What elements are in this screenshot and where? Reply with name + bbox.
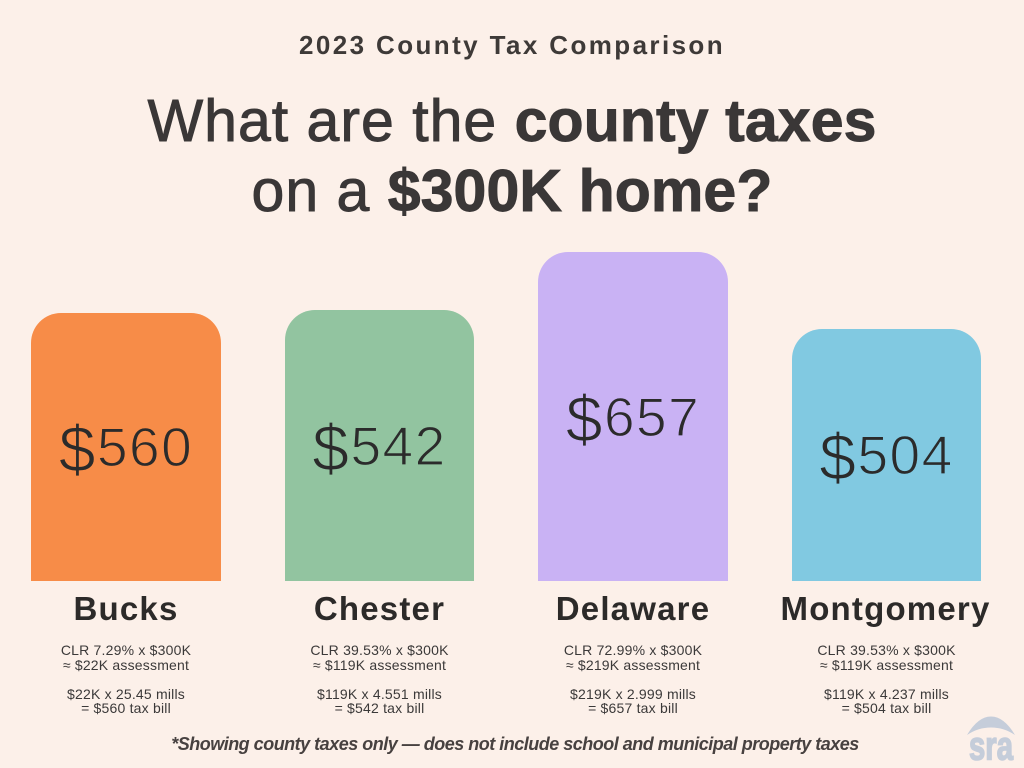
svg-text:sra: sra [969,725,1014,763]
